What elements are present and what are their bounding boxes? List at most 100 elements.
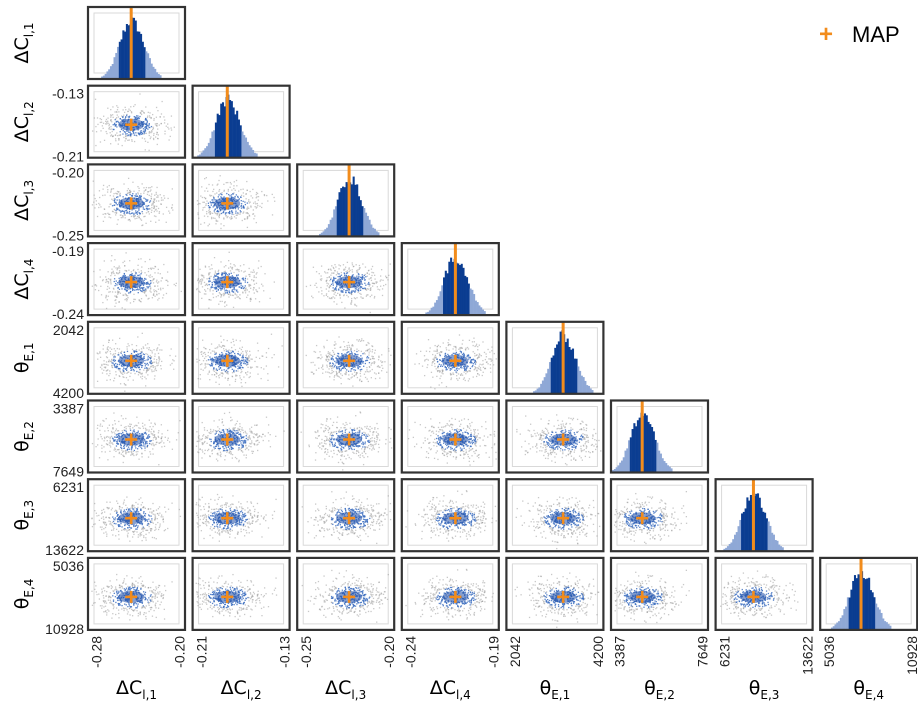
sample-point [234, 197, 236, 199]
sample-point [330, 372, 332, 375]
sample-point [108, 360, 110, 363]
sample-point [320, 275, 322, 277]
sample-point [218, 179, 220, 182]
sample-point [342, 354, 344, 356]
sample-point [487, 348, 489, 351]
sample-point [96, 352, 98, 354]
sample-point [99, 433, 102, 436]
sample-point [109, 370, 111, 372]
sample-point [147, 267, 150, 270]
sample-point [242, 359, 245, 361]
sample-point [199, 378, 202, 380]
sample-point [210, 275, 212, 278]
sample-point [332, 296, 334, 298]
sample-point [149, 208, 151, 210]
sample-point [142, 347, 145, 349]
sample-point [245, 198, 247, 200]
sample-point [481, 374, 483, 377]
sample-point [151, 350, 153, 352]
sample-point [129, 131, 131, 133]
sample-point [145, 118, 147, 121]
sample-point [365, 288, 367, 291]
sample-point [137, 353, 140, 355]
sample-point [343, 269, 345, 272]
sample-point [140, 131, 142, 133]
sample-point [457, 373, 460, 375]
sample-point [326, 279, 328, 281]
scatter-6-1 [86, 399, 187, 474]
sample-point [152, 453, 154, 455]
sample-point [93, 201, 95, 203]
sample-point [201, 443, 204, 446]
sample-point [219, 367, 222, 369]
sample-point [260, 265, 262, 268]
sample-point [141, 366, 143, 369]
sample-point [149, 451, 151, 453]
sample-point [210, 194, 213, 197]
sample-point [331, 357, 333, 359]
sample-point [369, 295, 371, 298]
sample-point [170, 348, 172, 350]
sample-point [140, 110, 143, 112]
sample-point [471, 341, 474, 343]
sample-point [357, 366, 359, 368]
sample-point [478, 374, 480, 376]
sample-point [99, 356, 102, 358]
sample-point [242, 353, 244, 355]
sample-point [174, 355, 177, 357]
sample-point [115, 280, 117, 282]
sample-point [143, 203, 146, 205]
sample-point [349, 349, 352, 351]
sample-point [105, 278, 108, 281]
sample-point [114, 211, 116, 214]
sample-point [368, 361, 371, 364]
sample-point [210, 212, 212, 214]
sample-point [224, 274, 227, 277]
sample-point [145, 126, 147, 128]
sample-point [224, 450, 226, 452]
sample-point [137, 430, 139, 432]
sample-point [200, 353, 203, 355]
sample-point [434, 365, 436, 368]
sample-point [108, 291, 110, 293]
sample-point [145, 200, 147, 202]
sample-point [328, 290, 330, 292]
sample-point [145, 186, 148, 189]
sample-point [358, 286, 360, 288]
sample-point [180, 290, 182, 293]
sample-point [139, 212, 141, 215]
sample-point [207, 373, 209, 375]
sample-point [242, 188, 244, 190]
sample-point [463, 377, 466, 379]
sample-point [149, 283, 151, 285]
sample-point [158, 211, 161, 213]
sample-point [175, 439, 178, 441]
sample-point [155, 438, 157, 440]
sample-point [465, 373, 467, 375]
sample-point [267, 373, 269, 375]
sample-point [246, 357, 248, 359]
sample-point [223, 412, 226, 415]
sample-point [112, 124, 114, 126]
sample-point [92, 180, 94, 182]
sample-point [120, 424, 122, 427]
sample-point [226, 216, 228, 219]
sample-point [117, 442, 119, 445]
sample-point [239, 354, 241, 356]
sample-point [318, 291, 320, 293]
sample-point [106, 373, 108, 375]
sample-point [356, 275, 358, 277]
sample-point [110, 353, 112, 355]
sample-point [232, 306, 235, 309]
sample-point [345, 349, 347, 351]
sample-point [472, 376, 474, 378]
sample-point [141, 432, 143, 435]
sample-point [109, 372, 111, 375]
sample-point [121, 372, 123, 375]
sample-point [330, 274, 332, 276]
sample-point [229, 293, 231, 295]
sample-point [115, 196, 118, 198]
sample-point [133, 449, 136, 452]
sample-point [436, 352, 438, 355]
sample-point [199, 448, 201, 451]
